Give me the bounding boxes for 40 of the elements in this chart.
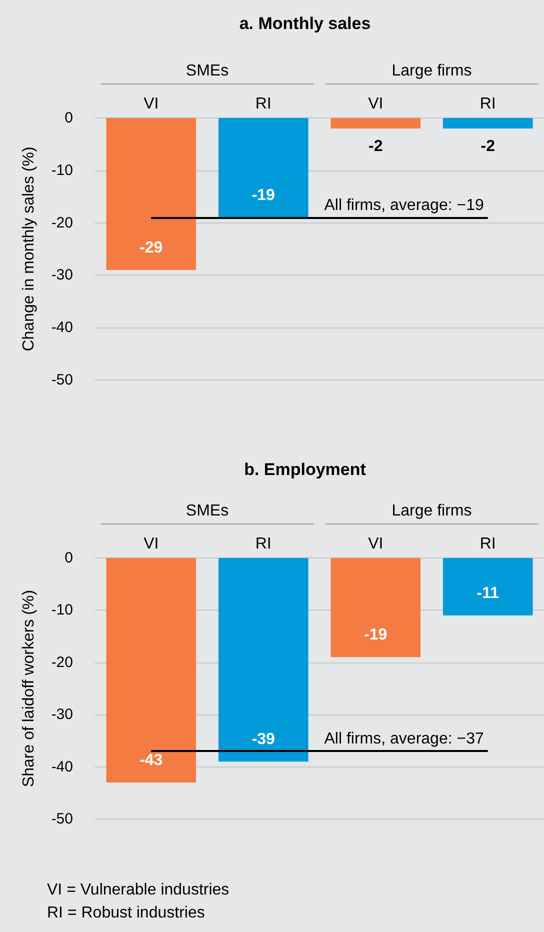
data-label: -11 — [476, 584, 500, 602]
x-tick-label: RI — [480, 536, 496, 552]
ref-line-label: All firms, average: −19 — [324, 197, 484, 214]
data-label: -39 — [252, 731, 276, 748]
data-label: -29 — [140, 239, 163, 256]
text: Large firms — [392, 62, 472, 80]
data-label: -19 — [364, 626, 388, 644]
text: SMEs — [186, 62, 229, 80]
data-label: -2 — [368, 138, 383, 155]
y-axis-title: Change in monthly sales (%) — [20, 146, 38, 352]
y-tick-label: -10 — [51, 602, 73, 619]
x-tick-label: RI — [255, 96, 272, 112]
ref-line-label: All firms, average: −37 — [324, 730, 484, 748]
y-tick-label: -40 — [51, 319, 73, 336]
x-tick-label: RI — [255, 536, 272, 552]
data-label: -19 — [252, 187, 276, 204]
y-tick-label: -10 — [51, 162, 73, 179]
y-axis-title: Share of laidoff workers (%) — [20, 590, 38, 788]
x-tick-label: RI — [480, 96, 496, 112]
x-tick-label: VI — [368, 96, 384, 112]
text: VI = Vulnerable industries — [47, 882, 230, 898]
data-label: -43 — [140, 752, 163, 769]
y-tick-label: -50 — [51, 372, 73, 388]
chart-title: b. Employment — [244, 460, 366, 479]
x-tick-label: VI — [368, 536, 384, 552]
y-tick-label: -30 — [51, 706, 73, 724]
x-tick-label: VI — [144, 536, 159, 552]
text: RI = Robust industries — [47, 904, 205, 922]
x-tick-label: VI — [144, 96, 159, 112]
chart-title: a. Monthly sales — [239, 14, 371, 33]
text: SMEs — [186, 502, 229, 520]
text: Large firms — [392, 502, 472, 520]
y-tick-label: -40 — [51, 758, 73, 776]
y-tick-label: -20 — [51, 654, 73, 671]
y-tick-label: -30 — [51, 266, 73, 284]
data-label: -2 — [480, 138, 496, 155]
y-tick-label: 0 — [64, 110, 73, 126]
y-tick-label: -50 — [51, 810, 73, 828]
y-tick-label: -20 — [51, 214, 73, 232]
y-tick-label: 0 — [64, 550, 73, 566]
